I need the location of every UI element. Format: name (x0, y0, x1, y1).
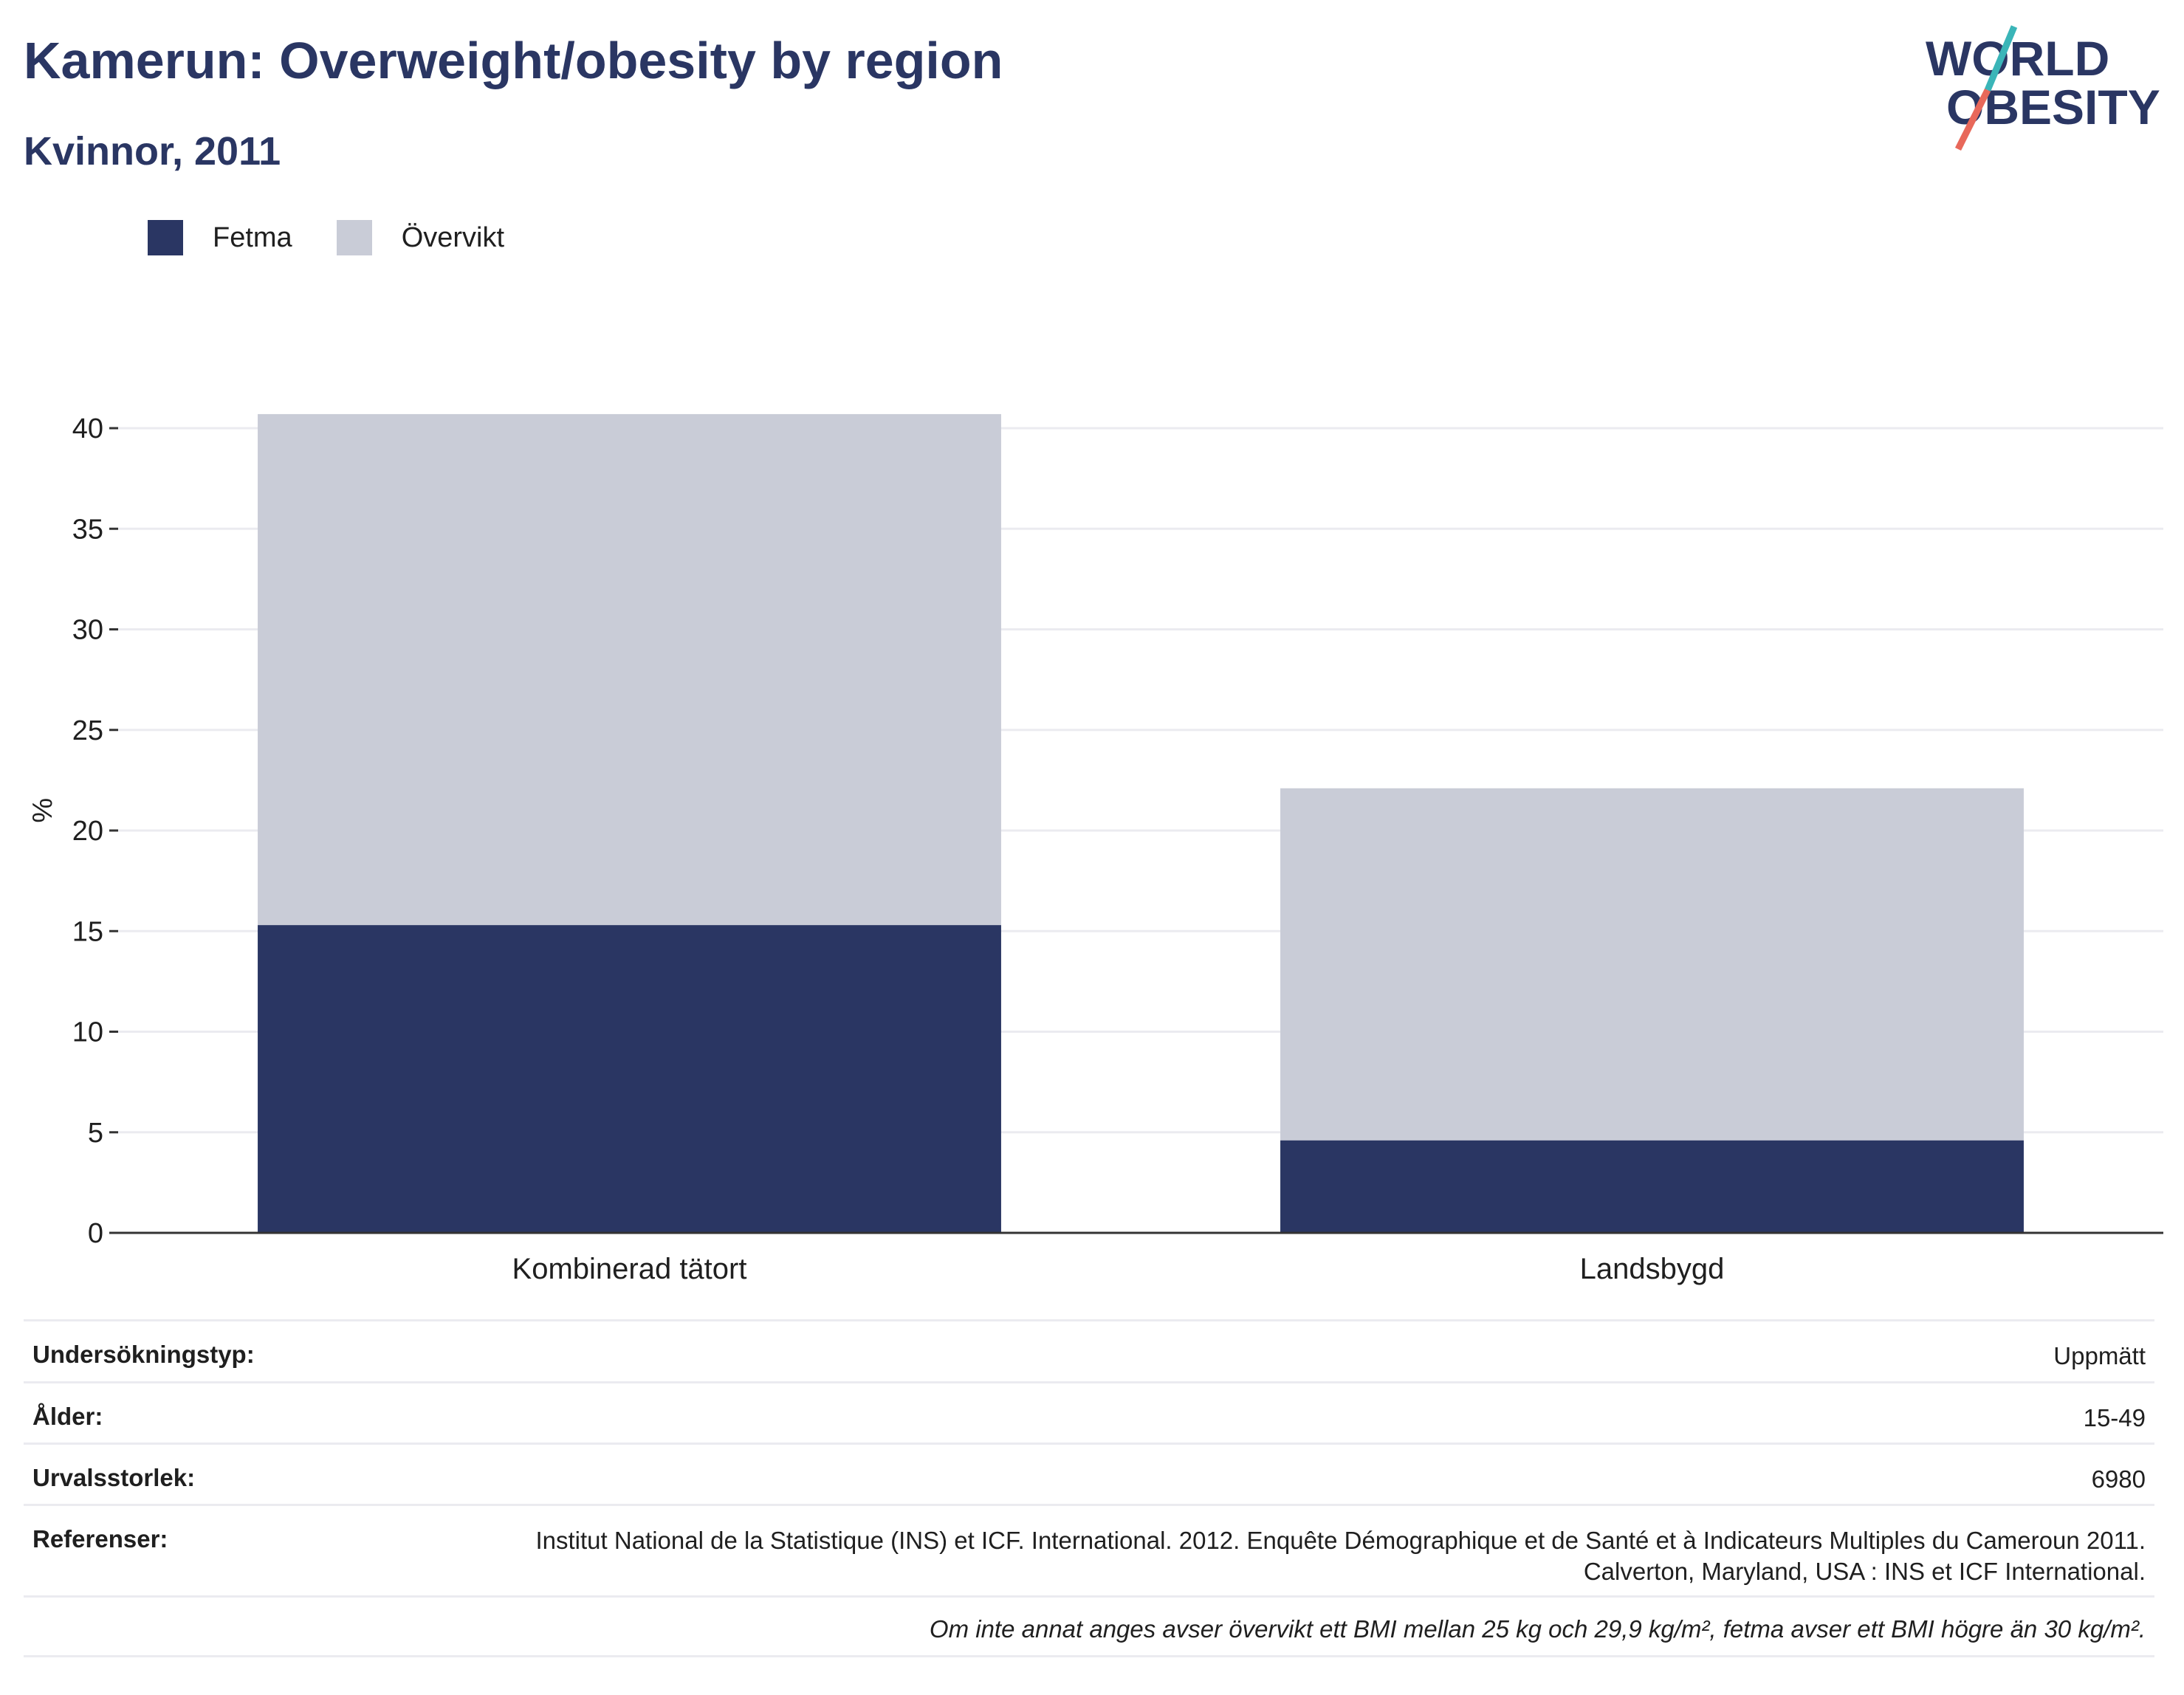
world-obesity-logo: WORLD OBESITY (1926, 25, 2160, 151)
y-tick-label-20: 20 (72, 816, 103, 847)
logo-slash-teal (1984, 25, 2018, 92)
survey-details: Undersökningstyp: Uppmätt Ålder: 15-49 U… (24, 1319, 2154, 1657)
y-axis-ticks: 0 5 10 15 20 25 30 35 40 (72, 413, 118, 1249)
y-tick-label-0: 0 (88, 1218, 103, 1249)
y-tick-label-25: 25 (72, 715, 103, 746)
y-tick-label-30: 30 (72, 615, 103, 646)
y-tick-label-40: 40 (72, 413, 103, 444)
meta-row-sample-size: Urvalsstorlek: 6980 (24, 1443, 2154, 1504)
meta-row-references: Referenser: Institut National de la Stat… (24, 1504, 2154, 1595)
meta-value-age: 15-49 (2083, 1404, 2146, 1431)
chart-subtitle: Kvinnor, 2011 (24, 129, 281, 173)
bmi-footnote: Om inte annat anges avser övervikt ett B… (929, 1615, 2146, 1643)
meta-value-references: Institut National de la Statistique (INS… (535, 1527, 2146, 1585)
meta-row-survey-type: Undersökningstyp: Uppmätt (24, 1319, 2154, 1381)
bars (258, 413, 2024, 1233)
meta-value-survey-type: Uppmätt (2053, 1342, 2146, 1369)
legend-item-overvikt[interactable]: Övervikt (336, 220, 505, 255)
chart-title: Kamerun: Overweight/obesity by region (24, 32, 1003, 89)
y-tick-label-35: 35 (72, 514, 103, 545)
y-axis-label: % (27, 798, 58, 823)
legend-swatch-overvikt (336, 220, 372, 255)
bar-fetma-0[interactable] (258, 925, 1001, 1233)
bar-fetma-1[interactable] (1280, 1140, 2024, 1233)
meta-key-sample-size: Urvalsstorlek: (32, 1464, 196, 1491)
y-tick-label-15: 15 (72, 916, 103, 947)
y-tick-label-5: 5 (88, 1118, 103, 1149)
bar-overvikt-1[interactable] (1280, 788, 2024, 1141)
x-tick-label-1: Landsbygd (1580, 1253, 1725, 1285)
legend-item-fetma[interactable]: Fetma (148, 220, 292, 255)
stacked-bar-chart: 0 5 10 15 20 25 30 35 40 Kombinerad tätort Landsb… (27, 413, 2163, 1285)
legend-label-overvikt: Övervikt (401, 221, 505, 253)
footnote-row: Om inte annat anges avser övervikt ett B… (24, 1595, 2154, 1657)
bar-overvikt-0[interactable] (258, 413, 1001, 926)
x-tick-label-0: Kombinerad tätort (512, 1253, 747, 1285)
meta-row-age: Ålder: 15-49 (24, 1381, 2154, 1443)
meta-key-age: Ålder: (32, 1403, 103, 1430)
logo-line1: WORLD (1926, 31, 2109, 86)
legend: Fetma Övervikt (148, 220, 549, 255)
y-tick-label-10: 10 (72, 1017, 103, 1048)
meta-key-references: Referenser: (32, 1525, 168, 1553)
logo-slash-coral (1954, 88, 1991, 151)
legend-label-fetma: Fetma (213, 221, 292, 253)
meta-key-survey-type: Undersökningstyp: (32, 1341, 255, 1368)
x-axis-labels: Kombinerad tätort Landsbygd (512, 1253, 1725, 1285)
legend-swatch-fetma (148, 220, 183, 255)
meta-value-sample-size: 6980 (2091, 1465, 2146, 1493)
